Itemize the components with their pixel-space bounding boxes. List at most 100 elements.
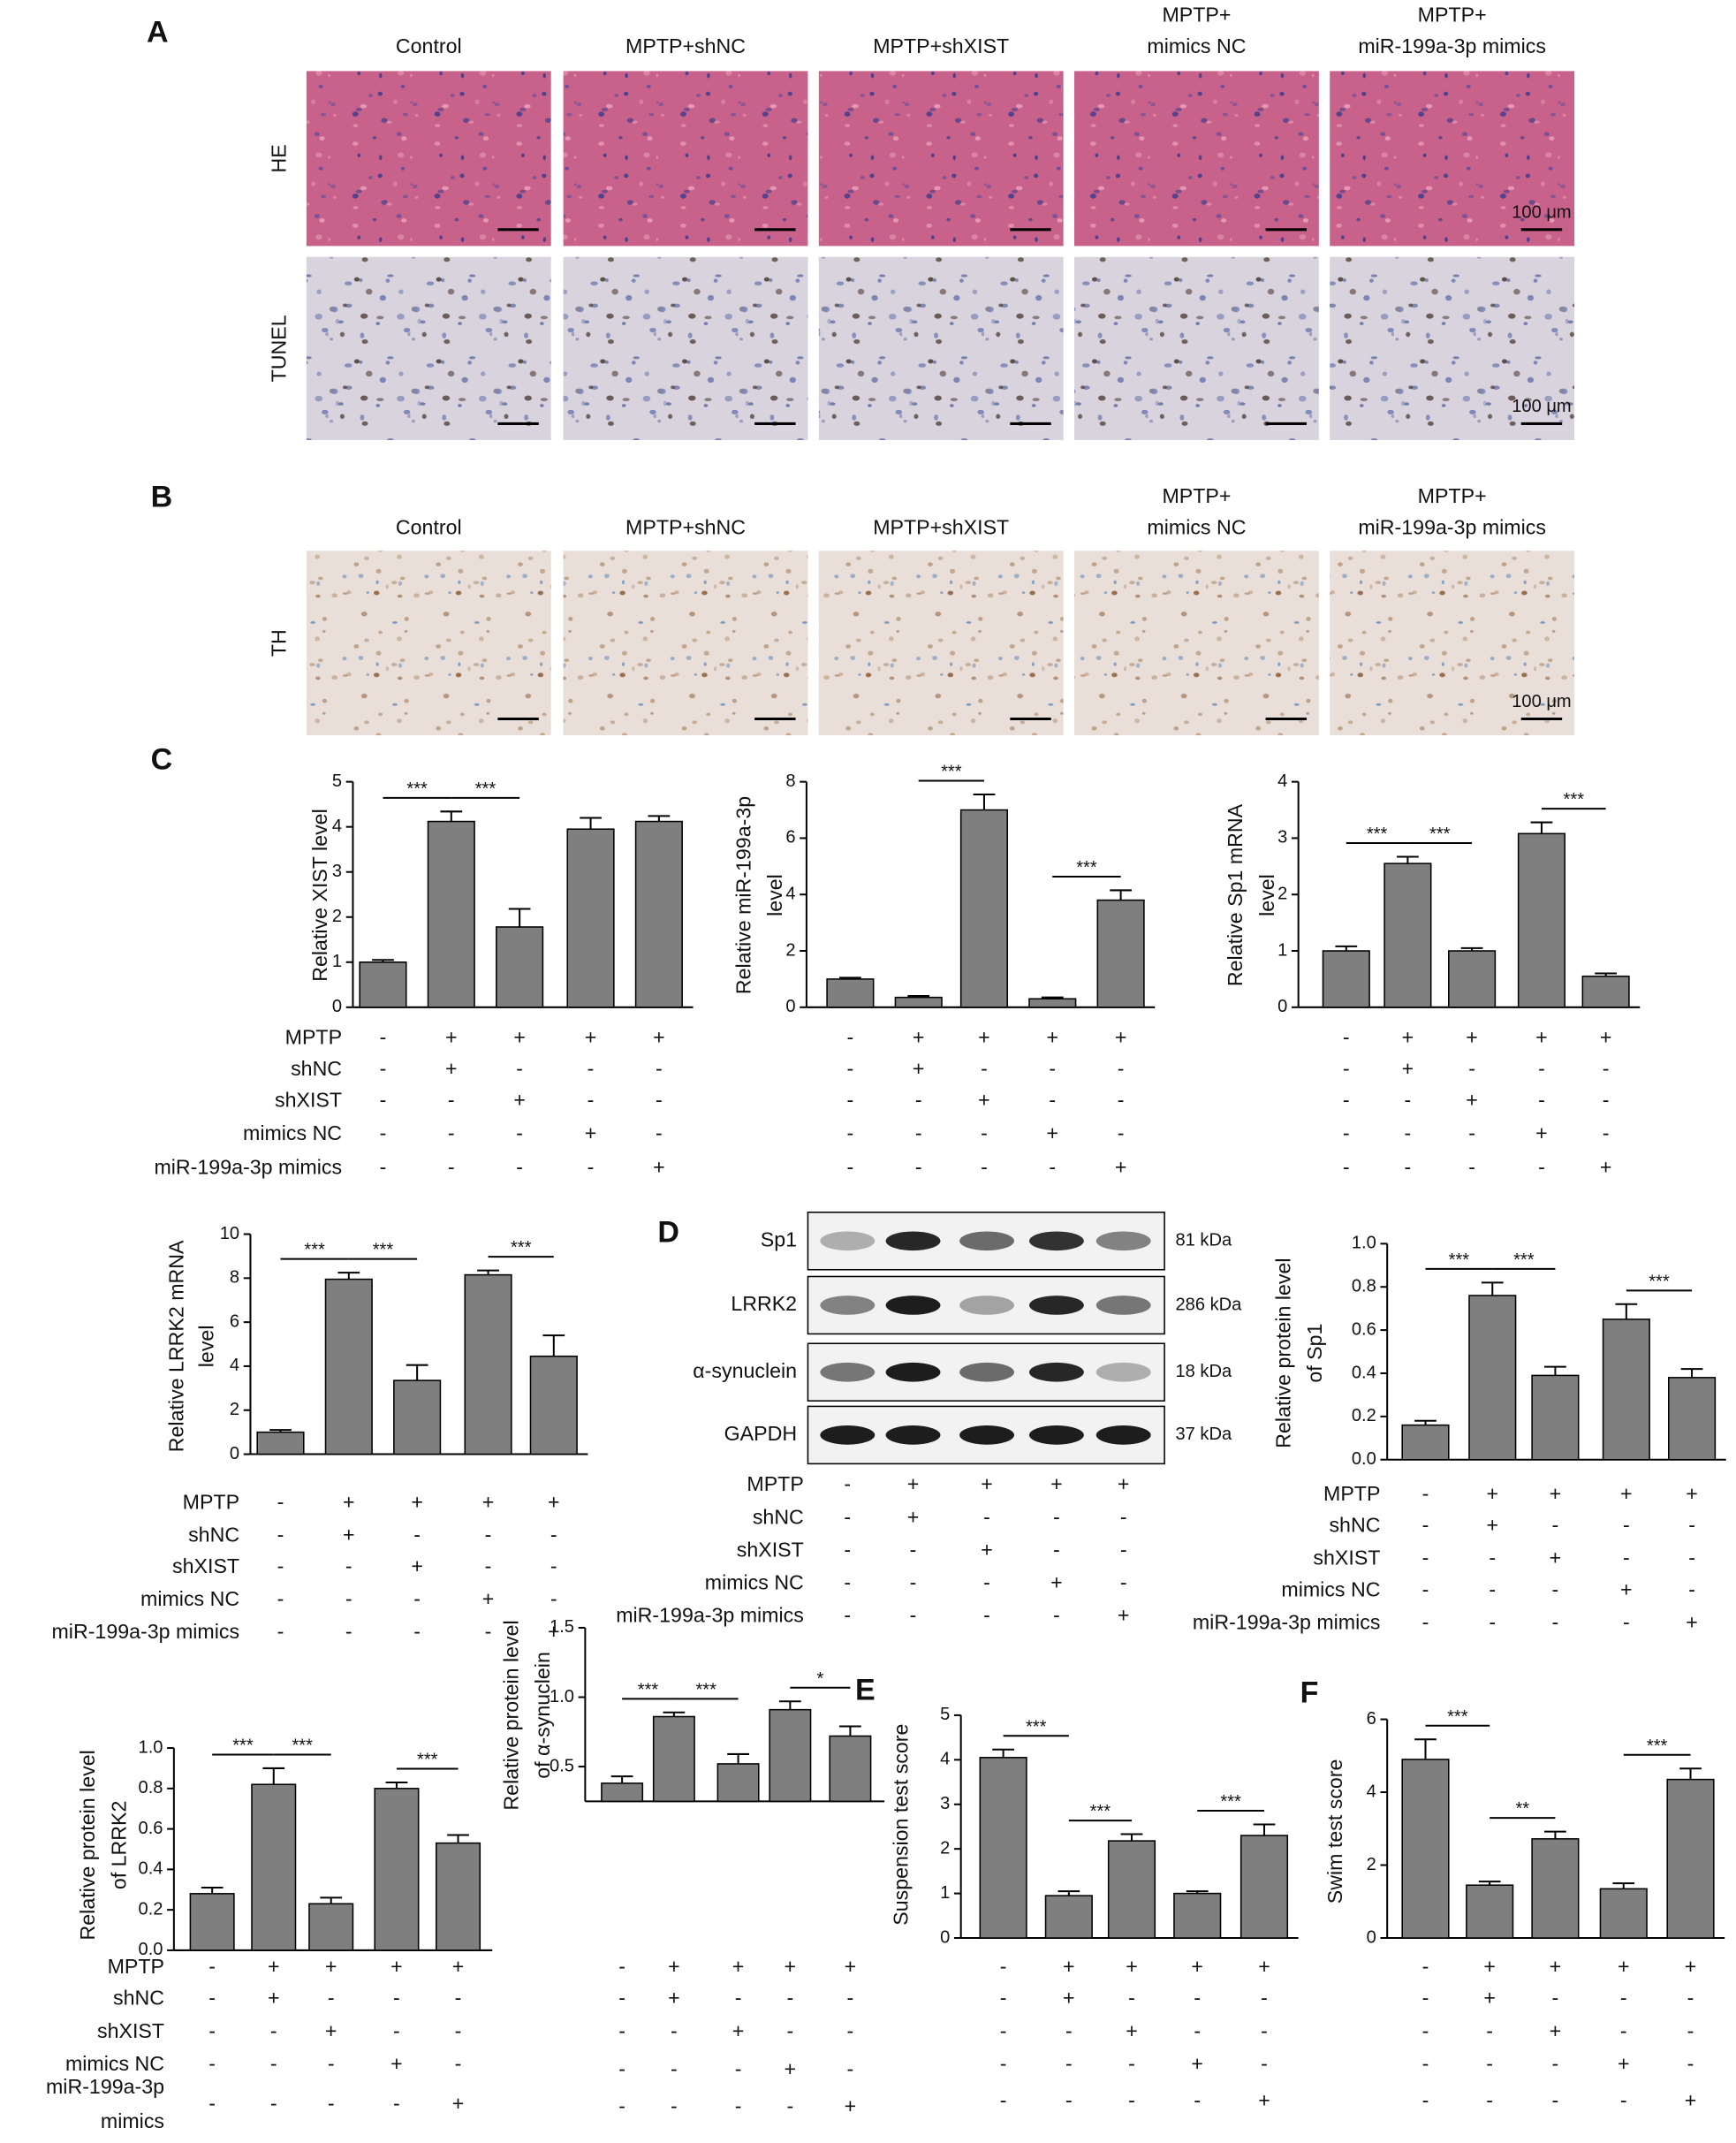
bar [496, 926, 544, 1008]
condition-sign: + [1686, 1482, 1698, 1505]
y-tick-label: 0 [1277, 997, 1287, 1016]
micrograph [1074, 551, 1319, 736]
condition-sign: - [380, 1155, 387, 1178]
condition-sign: - [1468, 1121, 1475, 1144]
micrograph [563, 551, 808, 736]
condition-sign: - [1687, 1987, 1694, 2010]
condition-sign: + [732, 2019, 745, 2042]
significance-label: *** [1513, 1250, 1535, 1270]
condition-sign: - [1261, 1987, 1268, 2010]
condition-sign: + [1402, 1026, 1414, 1049]
condition-sign: + [1550, 2019, 1562, 2042]
bar [1531, 1374, 1580, 1461]
condition-sign: - [277, 1490, 284, 1513]
condition-sign: - [1053, 1538, 1060, 1561]
condition-label: mimics NC [140, 1587, 239, 1610]
condition-sign: - [550, 1587, 557, 1610]
band-size: 37 kDa [1175, 1425, 1232, 1444]
condition-sign: + [981, 1538, 993, 1561]
condition-label: MPTP [747, 1472, 803, 1495]
y-tick-label: 10 [220, 1224, 239, 1243]
column-header: MPTP+ [1162, 484, 1231, 507]
condition-sign: - [1118, 1057, 1125, 1080]
y-tick-label: 3 [332, 862, 342, 881]
condition-sign: - [1065, 2052, 1073, 2075]
condition-sign: + [548, 1620, 560, 1643]
bar [359, 961, 407, 1008]
condition-sign: - [981, 1057, 988, 1080]
condition-sign: - [983, 1571, 990, 1594]
condition-sign: + [1620, 1577, 1633, 1600]
condition-sign: + [1258, 2089, 1270, 2112]
condition-sign: + [1600, 1155, 1612, 1178]
condition-label: shXIST [275, 1089, 342, 1112]
condition-sign: - [1128, 2089, 1135, 2112]
band-name: GAPDH [724, 1422, 797, 1445]
condition-sign: - [485, 1554, 492, 1577]
condition-sign: - [618, 2057, 625, 2080]
y-axis-label: Suspension test score [889, 1724, 912, 1926]
y-axis-label: Relative protein level [1271, 1258, 1294, 1448]
condition-sign: - [380, 1121, 387, 1144]
y-tick-label: 0.6 [139, 1819, 163, 1838]
condition-sign: - [786, 2094, 793, 2117]
condition-sign: - [1538, 1057, 1545, 1080]
blot-band [959, 1296, 1014, 1315]
column-header: MPTP+ [1162, 4, 1231, 27]
y-tick-label: 1.0 [139, 1737, 163, 1757]
condition-sign: + [913, 1026, 925, 1049]
y-tick-label: 5 [332, 771, 342, 791]
condition-sign: - [413, 1587, 421, 1610]
condition-sign: - [1552, 1577, 1559, 1600]
condition-sign: - [1422, 1577, 1429, 1600]
condition-sign: - [1486, 2089, 1493, 2112]
y-tick-label: 0 [1367, 1927, 1376, 1947]
condition-label: shNC [1329, 1514, 1380, 1537]
micrograph [818, 551, 1064, 736]
condition-sign: - [618, 1987, 625, 2010]
panel-label: C [151, 742, 173, 776]
bar [189, 1893, 235, 1951]
condition-sign: + [1620, 1482, 1633, 1505]
panel-label: E [855, 1674, 876, 1707]
band-size: 18 kDa [1175, 1362, 1232, 1381]
y-tick-label: 0.8 [1352, 1277, 1376, 1296]
condition-label: mimics [101, 2109, 164, 2132]
condition-sign: - [983, 1505, 990, 1528]
condition-sign: - [981, 1155, 988, 1178]
condition-sign: - [455, 2019, 462, 2042]
condition-sign: - [656, 1089, 663, 1112]
condition-label: miR-199a-3p mimics [154, 1155, 342, 1178]
condition-sign: - [1623, 1610, 1630, 1633]
condition-sign: + [1258, 1955, 1270, 1978]
condition-sign: - [671, 2094, 678, 2117]
condition-label: mimics NC [243, 1121, 342, 1144]
condition-sign: - [1405, 1155, 1412, 1178]
bar [1044, 1895, 1093, 1939]
condition-sign: + [1466, 1026, 1478, 1049]
panel-label: A [147, 16, 169, 49]
blot-band [885, 1425, 941, 1445]
condition-sign: - [393, 2092, 400, 2115]
y-tick-label: 0.8 [139, 1778, 163, 1797]
significance-label: *** [292, 1736, 313, 1756]
blot-band [1028, 1425, 1084, 1445]
condition-sign: - [618, 2094, 625, 2117]
condition-sign: + [1126, 1955, 1138, 1978]
y-tick-label: 1 [940, 1883, 950, 1903]
condition-sign: - [656, 1121, 663, 1144]
column-header: Control [396, 516, 462, 539]
condition-label: MPTP [1323, 1482, 1380, 1505]
condition-sign: - [1194, 2089, 1201, 2112]
bar [427, 820, 475, 1008]
condition-sign: - [1422, 2019, 1429, 2042]
condition-label: shXIST [172, 1554, 239, 1577]
micrograph [1074, 256, 1319, 440]
condition-sign: - [277, 1523, 284, 1546]
significance-label: *** [1429, 825, 1451, 844]
y-axis-label: of Sp1 [1303, 1324, 1326, 1383]
condition-sign: - [1623, 1546, 1630, 1569]
condition-label: shNC [291, 1057, 342, 1080]
condition-label: miR-199a-3p mimics [1193, 1610, 1381, 1633]
condition-sign: - [847, 2057, 854, 2080]
